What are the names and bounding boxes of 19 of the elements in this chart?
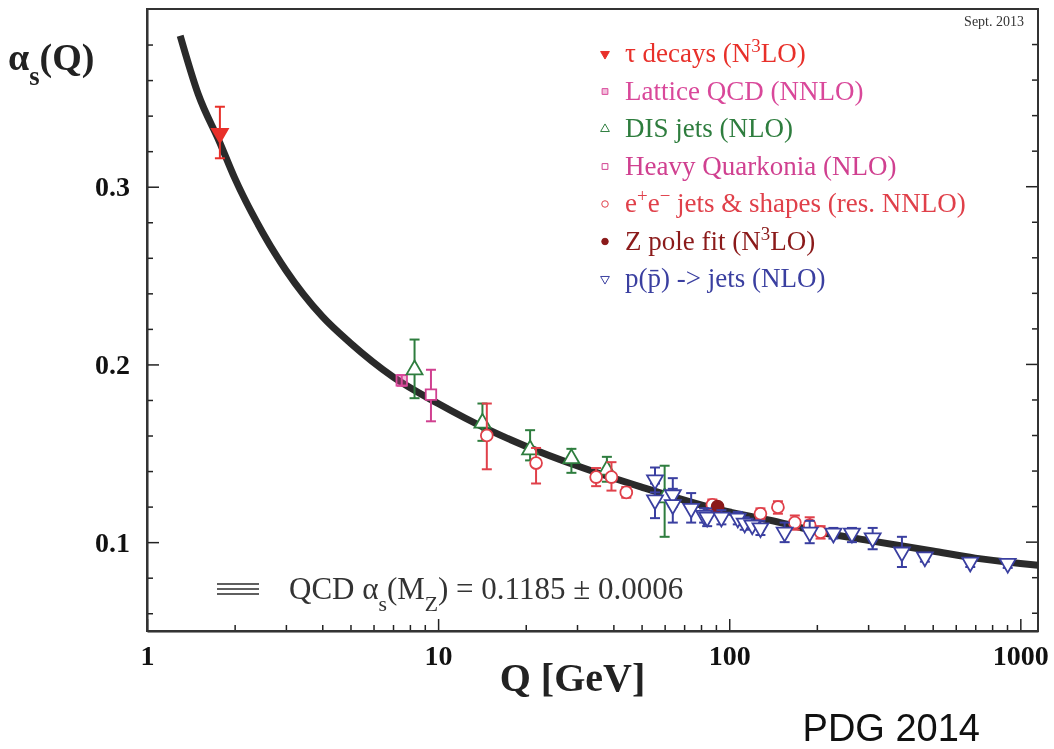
- y-tick-label: 0.1: [95, 526, 130, 558]
- legend-label: DIS jets (NLO): [625, 113, 793, 143]
- text: PDG 2014: [802, 707, 980, 749]
- annotation: Sept. 2013: [964, 14, 1024, 29]
- y-tick-label: 0.2: [95, 348, 130, 380]
- legend-label: Heavy Quarkonia (NLO): [625, 150, 897, 181]
- x-tick-label: 1000: [992, 639, 1049, 671]
- legend-label: τ decays (N$^{3}$LO): [625, 34, 806, 68]
- legend-label: e$^{+}$e$^{−}$ jets & shapes (res. NNLO): [625, 184, 966, 218]
- y-tick-label: 0.3: [95, 171, 130, 203]
- x-tick-label: 100: [708, 639, 751, 671]
- x-axis-title: Q [GeV]: [499, 655, 646, 700]
- annotation: QCD α$_{s}$(M$_{Z}$) = 0.1185 ± 0.0006: [289, 571, 684, 616]
- legend-label: Lattice QCD (NNLO): [625, 75, 864, 106]
- x-tick-label: 10: [424, 639, 453, 671]
- x-tick-label: 1: [140, 639, 155, 671]
- y-axis-title: α$_{s}$(Q): [8, 36, 95, 91]
- legend-label: p(p̄) -> jets (NLO): [625, 263, 826, 293]
- legend-label: Z pole fit (N$^{3}$LO): [625, 222, 816, 256]
